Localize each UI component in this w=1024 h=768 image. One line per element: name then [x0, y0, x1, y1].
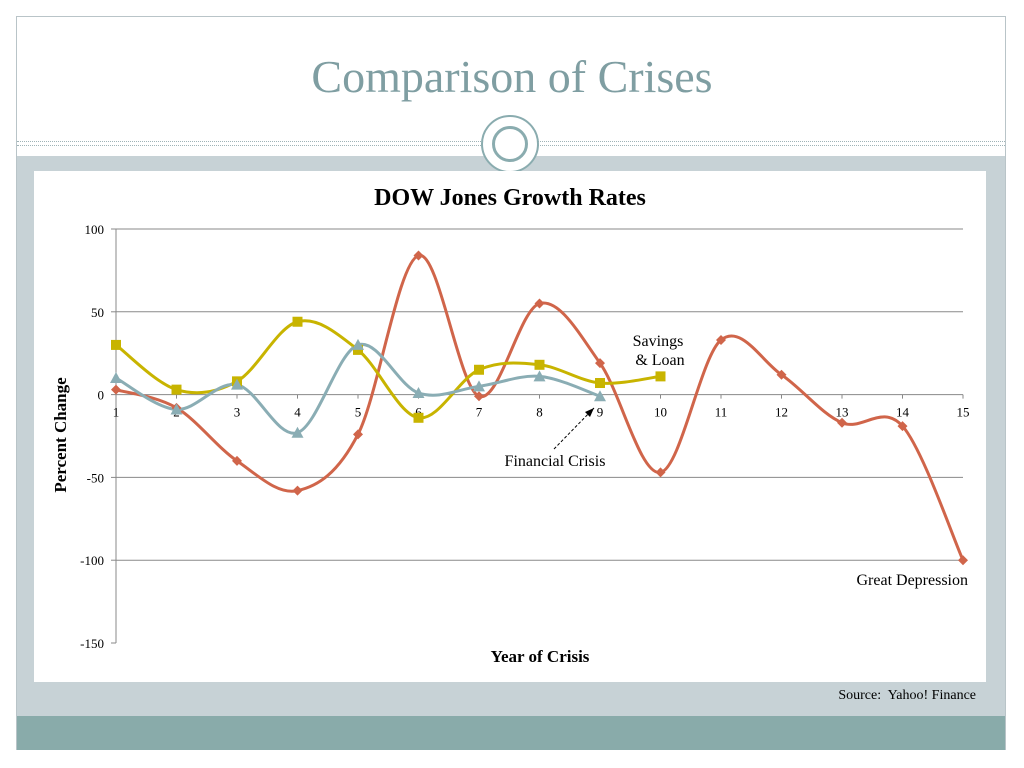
marker-savings-loan: [413, 412, 424, 423]
marker-financial-crisis: [352, 338, 364, 350]
axes: [115, 229, 963, 643]
x-tick-label: 6: [415, 405, 422, 420]
marker-great-depression: [353, 429, 363, 440]
marker-great-depression: [413, 250, 424, 261]
x-tick-label: 1: [113, 405, 120, 420]
x-tick-label: 5: [355, 405, 362, 420]
marker-savings-loan: [292, 316, 303, 327]
marker-great-depression: [837, 417, 847, 428]
marker-great-depression: [111, 384, 121, 395]
x-tick-label: 11: [715, 405, 728, 420]
marker-financial-crisis: [170, 403, 183, 415]
marker-great-depression: [292, 485, 303, 496]
x-tick-label: 3: [234, 405, 241, 420]
annotation-savings-loan: Savings & Loan: [633, 333, 688, 369]
circle-emblem-icon: [481, 115, 539, 173]
annotation-savings-loan-line1: Savings: [633, 333, 684, 350]
x-tick-label: 15: [957, 405, 970, 420]
marker-financial-crisis: [473, 380, 485, 392]
source-credit: Source: Yahoo! Finance: [838, 688, 976, 703]
slide-title: Comparison of Crises: [311, 51, 713, 102]
x-axis-title: Year of Crisis: [491, 647, 590, 666]
y-tick-label: -100: [80, 553, 104, 568]
annotation-financial-crisis-arrow: [553, 407, 595, 450]
x-tick-label: 4: [294, 405, 301, 420]
x-tick-label: 8: [536, 405, 543, 420]
annotation-great-depression: Great Depression: [856, 572, 968, 589]
x-tick-labels: 123456789101112131415: [113, 394, 970, 420]
marker-savings-loan: [474, 364, 484, 375]
marker-financial-crisis: [231, 378, 243, 390]
marker-great-depression: [474, 391, 484, 402]
x-tick-label: 7: [476, 405, 483, 420]
gridlines: [111, 228, 963, 644]
marker-financial-crisis: [533, 370, 546, 382]
x-tick-label: 14: [896, 405, 910, 420]
y-axis-title: Percent Change: [51, 377, 70, 493]
marker-great-depression: [655, 467, 666, 478]
marker-great-depression: [232, 455, 242, 466]
series-markers: [110, 250, 968, 566]
y-tick-label: -50: [87, 470, 104, 485]
marker-great-depression: [595, 358, 605, 369]
x-tick-label: 10: [654, 405, 667, 420]
y-tick-labels: 100 50 0 -50 -100 -150: [80, 222, 104, 651]
marker-great-depression: [716, 334, 726, 345]
x-tick-label: 9: [597, 405, 604, 420]
series-line-financial-crisis: [115, 342, 601, 435]
marker-savings-loan: [655, 371, 666, 382]
marker-savings-loan: [171, 384, 182, 395]
y-tick-label: 100: [85, 222, 105, 237]
marker-financial-crisis: [110, 372, 122, 384]
series-line-savings-loan: [115, 319, 661, 420]
marker-great-depression: [958, 555, 968, 566]
marker-financial-crisis: [412, 386, 425, 398]
marker-savings-loan: [534, 359, 545, 370]
annotation-financial-crisis: Financial Crisis: [505, 453, 606, 470]
marker-financial-crisis: [291, 426, 304, 438]
y-tick-label: -150: [80, 636, 104, 651]
annotation-savings-loan-line2: & Loan: [635, 352, 684, 369]
annotation-financial-crisis-arrowhead: [585, 408, 594, 417]
marker-financial-crisis: [594, 390, 606, 402]
x-tick-label: 13: [836, 405, 849, 420]
marker-great-depression: [776, 369, 787, 380]
y-tick-label: 50: [91, 305, 104, 320]
marker-savings-loan: [111, 339, 121, 350]
marker-great-depression: [897, 421, 908, 432]
chart-title: DOW Jones Growth Rates: [374, 185, 646, 211]
x-tick-label: 12: [775, 405, 788, 420]
footer-bar: [17, 716, 1005, 750]
y-tick-label: 0: [98, 388, 105, 403]
marker-savings-loan: [595, 378, 605, 389]
marker-great-depression: [534, 298, 545, 309]
